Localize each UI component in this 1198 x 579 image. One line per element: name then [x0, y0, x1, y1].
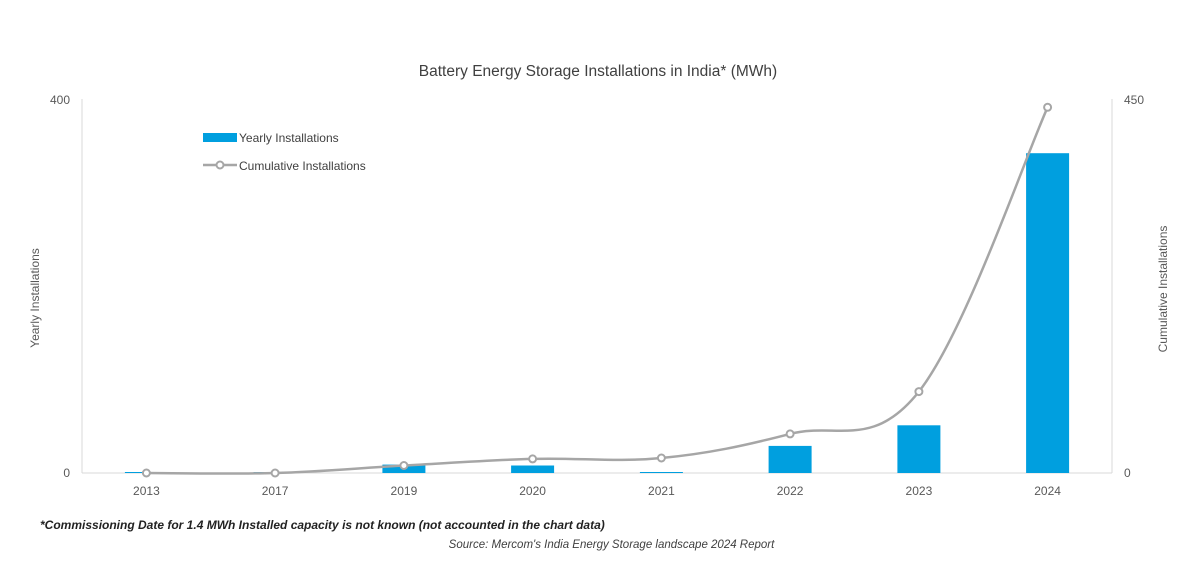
bars-layer	[124, 153, 1070, 473]
y-axis-tick-label-max: 400	[50, 93, 70, 107]
bar-2024	[1026, 153, 1070, 473]
x-tick-label-2020: 2020	[519, 484, 546, 498]
bar-2021	[639, 472, 683, 473]
cumulative-point-2013	[141, 468, 151, 478]
cumulative-point-2024	[1043, 102, 1053, 112]
bar-2023	[897, 425, 941, 473]
x-tick-labels: 2013 2017 2019 2020 2021 2022 2023 2024	[133, 484, 1061, 498]
legend-marker-cumulative	[215, 160, 225, 170]
cumulative-point-2023	[914, 387, 924, 397]
y2-axis-tick-label-max: 450	[1124, 93, 1144, 107]
y-axis-label: Yearly Installations	[28, 248, 42, 348]
footnote: *Commissioning Date for 1.4 MWh Installe…	[40, 518, 605, 532]
x-tick-label-2022: 2022	[777, 484, 804, 498]
legend-label-cumulative: Cumulative Installations	[239, 159, 366, 173]
bar-2022	[768, 445, 812, 473]
cumulative-point-2021	[656, 453, 666, 463]
source-note: Source: Mercom's India Energy Storage la…	[448, 539, 775, 551]
cumulative-line	[146, 106, 1049, 475]
cumulative-point-2019	[399, 461, 409, 470]
y2-axis-tick-label-zero: 0	[1124, 466, 1131, 480]
cumulative-point-2020	[528, 454, 538, 464]
bar-2020	[511, 465, 555, 473]
x-tick-label-2023: 2023	[906, 484, 933, 498]
x-tick-label-2024: 2024	[1034, 484, 1061, 498]
legend-label-yearly: Yearly Installations	[239, 131, 339, 145]
x-tick-label-2021: 2021	[648, 484, 675, 498]
cumulative-point-2022	[785, 429, 795, 439]
chart-title: Battery Energy Storage Installations in …	[419, 63, 777, 80]
x-tick-label-2019: 2019	[391, 484, 418, 498]
y-axis-tick-label-zero: 0	[63, 466, 70, 480]
cumulative-point-2017	[270, 468, 280, 478]
x-tick-label-2013: 2013	[133, 484, 160, 498]
legend: Yearly Installations Cumulative Installa…	[203, 131, 366, 173]
legend-swatch-yearly	[203, 133, 237, 142]
x-tick-label-2017: 2017	[262, 484, 289, 498]
line-layer	[141, 102, 1053, 478]
y2-axis-label: Cumulative Installations	[1156, 226, 1170, 353]
